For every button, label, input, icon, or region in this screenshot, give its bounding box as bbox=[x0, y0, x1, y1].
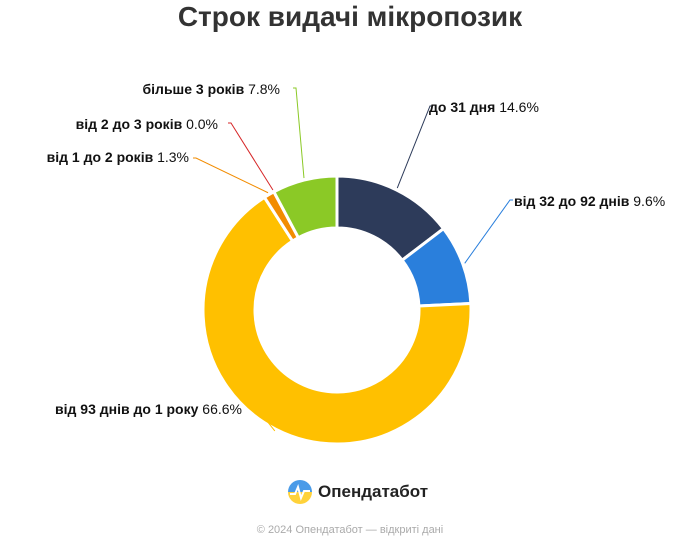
slice-label-name: від 32 до 92 днів bbox=[514, 193, 633, 209]
footer-copyright: © 2024 Опендатабот — відкриті дані bbox=[256, 524, 444, 536]
slice-label-name: більше 3 років bbox=[143, 81, 249, 97]
slice-label-name: від 1 до 2 років bbox=[47, 149, 157, 165]
slice-label-name: від 93 днів до 1 року bbox=[55, 401, 202, 417]
slice-label-value: 9.6% bbox=[633, 193, 665, 209]
leader-line bbox=[396, 105, 433, 189]
brand-name: Опендатабот bbox=[318, 482, 429, 501]
brand-logo: Опендатабот bbox=[287, 477, 428, 507]
donut-slice[interactable] bbox=[272, 174, 339, 240]
slice-label: від 1 до 2 років 1.3% bbox=[47, 149, 189, 165]
slice-label-value: 14.6% bbox=[499, 99, 539, 115]
slice-label-value: 1.3% bbox=[157, 149, 189, 165]
slice-label: від 2 до 3 років 0.0% bbox=[76, 116, 218, 132]
slice-label-value: 66.6% bbox=[202, 401, 242, 417]
leader-line bbox=[228, 122, 274, 191]
opendatabot-logo-icon bbox=[288, 480, 312, 504]
slice-label: від 32 до 92 днів 9.6% bbox=[514, 193, 665, 209]
leader-line bbox=[293, 87, 305, 179]
leader-line bbox=[193, 157, 269, 194]
slice-label-value: 0.0% bbox=[186, 116, 218, 132]
donut-slice[interactable] bbox=[201, 195, 473, 446]
slice-label-name: до 31 дня bbox=[429, 99, 499, 115]
slice-label-value: 7.8% bbox=[248, 81, 280, 97]
slice-label: більше 3 років 7.8% bbox=[143, 81, 280, 97]
slice-label: від 93 днів до 1 року 66.6% bbox=[55, 401, 242, 417]
leader-line bbox=[464, 199, 513, 264]
slice-label: до 31 дня 14.6% bbox=[429, 99, 539, 115]
leader-line bbox=[256, 410, 276, 432]
chart-title: Строк видачі мікропозик bbox=[177, 1, 523, 32]
slice-label-name: від 2 до 3 років bbox=[76, 116, 186, 132]
